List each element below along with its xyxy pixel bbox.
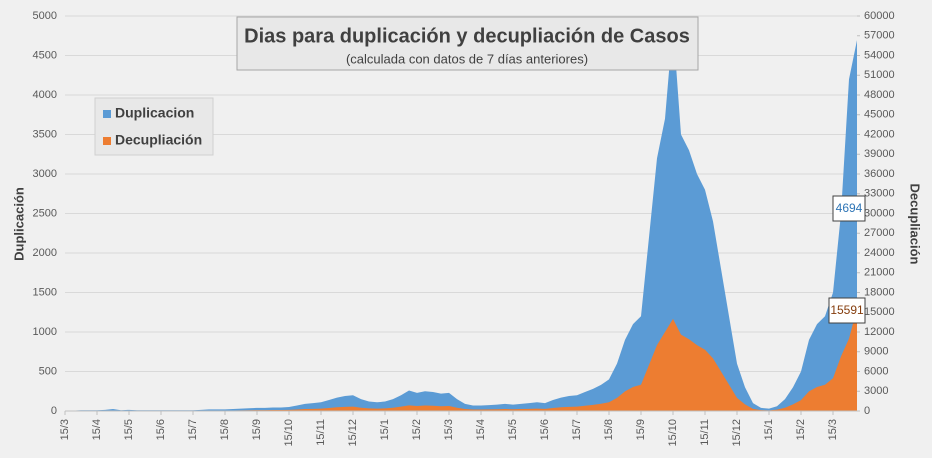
y-tick-label: 1000 [33, 326, 57, 338]
y2-tick-label: 6000 [864, 365, 888, 377]
y-tick-label: 2000 [33, 247, 57, 259]
y2-tick-label: 30000 [864, 207, 895, 219]
y2-tick-label: 9000 [864, 346, 888, 358]
y-tick-label: 4000 [33, 89, 57, 101]
y2-tick-label: 3000 [864, 385, 888, 397]
legend-swatch [103, 110, 111, 118]
x-tick-label: 15/5 [507, 419, 519, 440]
y-tick-label: 5000 [33, 10, 57, 22]
y-tick-label: 0 [51, 405, 57, 417]
y2-tick-label: 42000 [864, 128, 895, 140]
axes: 0 500 1000 1500 2000 2500 3000 3500 4000 4500 5000… [33, 10, 895, 447]
y-tick-label: 2500 [33, 207, 57, 219]
y-tick-label: 500 [39, 365, 57, 377]
x-tick-label: 15/2 [411, 419, 423, 440]
x-tick-label: 15/1 [379, 419, 391, 440]
x-tick-label: 15/1 [763, 419, 775, 440]
x-tick-label: 15/8 [603, 419, 615, 440]
legend-label: Decupliación [115, 132, 202, 148]
y2-tick-label: 54000 [864, 49, 895, 61]
y-tick-label: 1500 [33, 286, 57, 298]
x-tick-label: 15/10 [667, 419, 679, 447]
chart-subtitle: (calculada con datos de 7 días anteriore… [346, 51, 588, 66]
data-label: 15591 [830, 303, 864, 317]
legend-swatch [103, 137, 111, 145]
y2-tick-label: 51000 [864, 69, 895, 81]
x-tick-label: 15/6 [539, 419, 551, 440]
x-tick-label: 15/7 [571, 419, 583, 440]
legend: Duplicacion Decupliación [94, 97, 214, 156]
area [65, 308, 857, 411]
y-tick-label: 3000 [33, 168, 57, 180]
x-tick-label: 15/2 [795, 419, 807, 440]
x-tick-label: 15/10 [283, 419, 295, 447]
y2-tick-label: 0 [864, 405, 870, 417]
area [65, 23, 857, 412]
y2-tick-label: 15000 [864, 306, 895, 318]
x-tick-label: 15/7 [187, 419, 199, 440]
chart-title: Dias para duplicación y decupliación de … [244, 25, 690, 47]
y2-tick-label: 27000 [864, 227, 895, 239]
x-tick-label: 15/4 [91, 419, 103, 440]
y2-tick-label: 36000 [864, 168, 895, 180]
y-tick-label: 3500 [33, 128, 57, 140]
y2-tick-label: 21000 [864, 267, 895, 279]
x-tick-label: 15/11 [699, 419, 711, 446]
data-label: 4694 [836, 201, 863, 215]
y2-tick-label: 45000 [864, 109, 895, 121]
x-tick-label: 15/3 [443, 419, 455, 440]
x-tick-label: 15/3 [827, 419, 839, 440]
legend-box [94, 97, 214, 156]
x-tick-label: 15/11 [315, 419, 327, 446]
y2-tick-label: 39000 [864, 148, 895, 160]
legend-label: Duplicacion [115, 105, 194, 121]
y2-tick-label: 33000 [864, 188, 895, 200]
x-tick-label: 15/5 [123, 419, 135, 440]
data-label-box [832, 195, 866, 222]
y-axis-title: Duplicación [11, 187, 26, 261]
y2-tick-label: 18000 [864, 286, 895, 298]
x-tick-label: 15/3 [59, 419, 71, 440]
x-tick-label: 15/6 [155, 419, 167, 440]
title-box [236, 16, 699, 71]
y2-tick-label: 48000 [864, 89, 895, 101]
areas [65, 23, 857, 412]
y2-axis-title: Decupliación [908, 184, 923, 265]
x-tick-label: 15/4 [475, 419, 487, 440]
grid [65, 15, 857, 412]
y2-tick-label: 57000 [864, 30, 895, 42]
x-tick-label: 15/8 [219, 419, 231, 440]
x-tick-label: 15/12 [731, 419, 743, 447]
y-tick-label: 4500 [33, 49, 57, 61]
data-labels: 4694 15591 [828, 195, 866, 324]
y2-tick-label: 12000 [864, 326, 895, 338]
y2-tick-label: 24000 [864, 247, 895, 259]
x-tick-label: 15/9 [251, 419, 263, 440]
x-tick-label: 15/12 [347, 419, 359, 447]
y2-tick-label: 60000 [864, 10, 895, 22]
x-tick-label: 15/9 [635, 419, 647, 440]
data-label-box [828, 297, 866, 324]
